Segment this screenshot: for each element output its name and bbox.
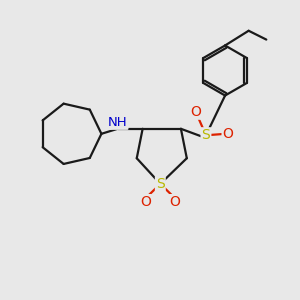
Text: S: S (156, 177, 165, 191)
Text: O: O (140, 195, 151, 209)
Text: O: O (169, 195, 181, 209)
Text: O: O (190, 105, 201, 119)
Text: S: S (202, 128, 210, 142)
Text: NH: NH (108, 116, 127, 129)
Text: O: O (223, 127, 233, 141)
